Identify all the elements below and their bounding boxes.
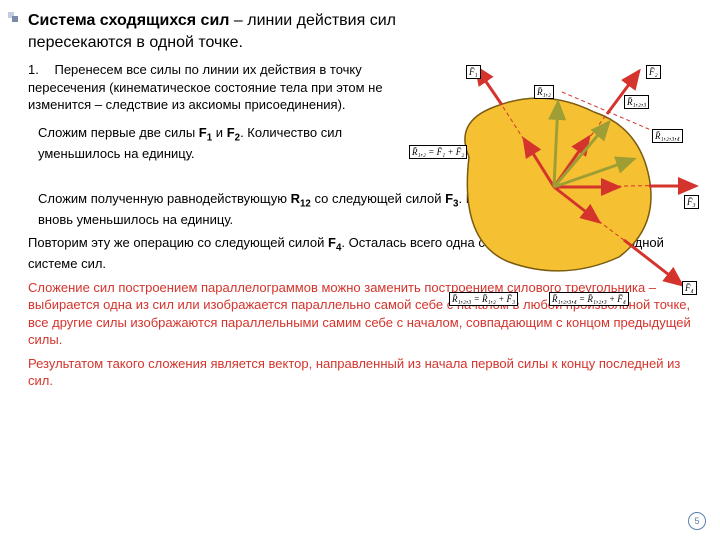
force-diagram: F̄₁ F̄₂ F̄₃ F̄₄ R̄₁,₂ R̄₁,₂,₃ R̄₁,₂,₃,₄ … xyxy=(424,67,704,307)
label-eq3: R̄₁,₂,₃,₄ = R̄₁,₂,₃ + F̄₄ xyxy=(549,292,629,306)
content-area: 1. Перенесем все силы по линии их действ… xyxy=(28,61,702,390)
title-bold: Система сходящихся сил xyxy=(28,12,229,29)
paragraph-1: 1. Перенесем все силы по линии их действ… xyxy=(28,61,398,114)
label-eq1: R̄₁,₂ = F̄₁ + F̄₂ xyxy=(409,145,467,159)
label-F3: F̄₃ xyxy=(684,195,699,209)
paragraph-6: Результатом такого сложения является век… xyxy=(28,355,702,390)
label-R12: R̄₁,₂ xyxy=(534,85,554,99)
label-F2: F̄₂ xyxy=(646,65,661,79)
label-R123: R̄₁,₂,₃ xyxy=(624,95,649,109)
vector-F4 xyxy=(624,240,682,285)
label-R1234: R̄₁,₂,₃,₄ xyxy=(652,129,683,143)
title-bullet xyxy=(8,12,18,22)
label-F4: F̄₄ xyxy=(682,281,697,295)
label-eq2: R̄₁,₂,₃ = R̄₁,₂ + F̄₃ xyxy=(449,292,518,306)
p1-text: Перенесем все силы по линии их действия … xyxy=(28,62,383,112)
label-F1: F̄₁ xyxy=(466,65,481,79)
paragraph-2: Сложим первые две силы F1 и F2. Количест… xyxy=(28,124,398,162)
slide-title: Система сходящихся сил – линии действия … xyxy=(28,10,428,53)
page-number: 5 xyxy=(688,512,706,530)
diagram-svg xyxy=(424,67,704,307)
p1-num: 1. xyxy=(28,62,39,77)
